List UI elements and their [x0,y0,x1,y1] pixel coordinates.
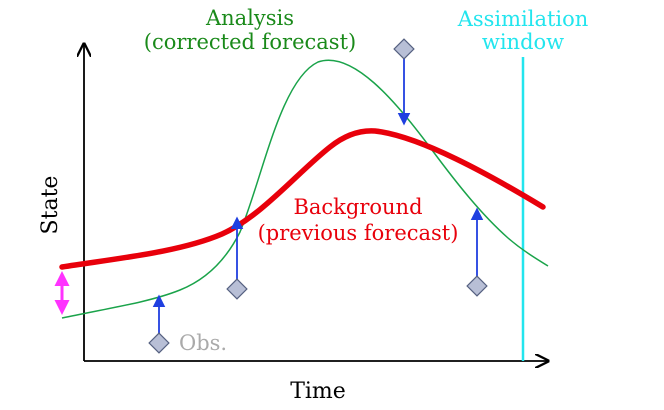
observation-1 [148,294,170,354]
observation-2 [226,216,248,300]
background-curve [59,128,546,270]
y-axis-label: State [38,176,63,235]
analysis-curve [61,59,549,319]
observation-3 [393,38,415,126]
obs-label: Obs. [179,331,227,355]
background-label-line2: (previous forecast) [258,221,459,245]
diamond-marker-icon [466,275,488,297]
diamond-marker-icon [226,278,248,300]
window-label-line2: window [482,30,564,54]
analysis-label-line2: (corrected forecast) [144,30,356,54]
background-label-line1: Background [293,195,422,219]
window-label-line1: Assimilation [457,7,589,31]
x-axis-label: Time [290,379,346,404]
analysis-label-line1: Analysis [205,6,294,30]
diamond-marker-icon [148,332,170,354]
diamond-marker-icon [393,38,415,60]
observation-4 [466,207,488,297]
